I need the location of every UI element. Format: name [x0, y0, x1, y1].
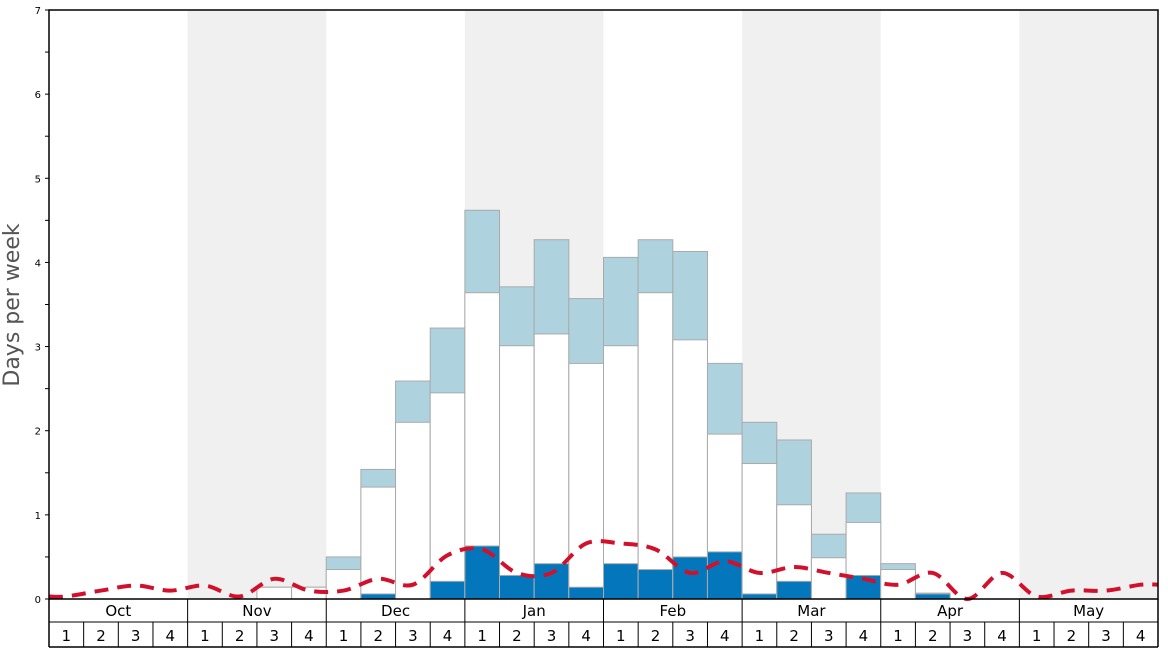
bar-dark-19	[706, 551, 743, 600]
week-label-21: 2	[789, 627, 799, 645]
week-label-11: 4	[443, 627, 453, 645]
week-label-4: 1	[200, 627, 210, 645]
y-tick-label-1: 1	[35, 511, 41, 522]
week-label-16: 1	[616, 627, 626, 645]
bar-dark-20	[741, 593, 778, 600]
month-label-oct: Oct	[105, 602, 131, 620]
y-tick-label-4: 4	[35, 258, 41, 269]
y-tick-label-7: 7	[35, 6, 41, 17]
bar-mid-17	[637, 292, 674, 600]
week-label-26: 3	[963, 627, 973, 645]
bar-mid-11	[429, 392, 466, 600]
bar-mid-13	[499, 345, 535, 600]
week-label-1: 2	[96, 627, 106, 645]
week-label-20: 1	[755, 627, 765, 645]
week-label-31: 4	[1136, 627, 1146, 645]
week-label-17: 2	[651, 627, 661, 645]
week-label-0: 1	[62, 627, 72, 645]
y-tick-label-0: 0	[35, 595, 41, 606]
bar-dark-16	[603, 563, 639, 600]
bars-layer	[256, 209, 951, 600]
bar-dark-21	[776, 580, 812, 600]
bar-mid-8	[325, 569, 362, 600]
month-label-dec: Dec	[381, 602, 410, 620]
week-label-25: 2	[928, 627, 938, 645]
week-label-5: 2	[235, 627, 245, 645]
bar-dark-11	[429, 580, 466, 600]
y-tick-label-5: 5	[35, 174, 41, 185]
month-shade-may	[1019, 10, 1158, 599]
month-label-nov: Nov	[242, 602, 271, 620]
bar-dark-25	[914, 593, 951, 600]
week-label-19: 4	[720, 627, 730, 645]
week-label-15: 4	[581, 627, 591, 645]
bar-dark-17	[637, 569, 674, 600]
bar-dark-14	[533, 563, 570, 600]
month-label-jan: Jan	[522, 602, 546, 620]
line-layer	[48, 539, 1159, 602]
week-label-9: 2	[373, 627, 383, 645]
bar-mid-10	[395, 421, 431, 600]
week-label-18: 3	[685, 627, 695, 645]
week-label-6: 3	[269, 627, 279, 645]
axes-layer: 0 1 2 3 4 5 6 7 Oct Nov Dec Jan Feb Mar Apr May 1 2 3 4 1 2 3 4…	[35, 6, 1159, 648]
average-dashed-line	[48, 539, 1159, 602]
week-label-23: 4	[859, 627, 869, 645]
week-label-7: 4	[304, 627, 314, 645]
bar-dark-15	[568, 586, 604, 600]
week-label-13: 2	[512, 627, 522, 645]
week-label-12: 1	[477, 627, 487, 645]
week-label-24: 1	[893, 627, 903, 645]
bar-mid-6	[256, 586, 293, 600]
bar-mid-15	[568, 362, 604, 600]
week-label-28: 1	[1032, 627, 1042, 645]
week-label-8: 1	[339, 627, 349, 645]
bar-mid-22	[810, 557, 847, 600]
bar-dark-9	[360, 593, 397, 600]
month-label-apr: Apr	[937, 602, 964, 620]
week-label-2: 3	[131, 627, 141, 645]
week-label-14: 3	[547, 627, 557, 645]
bar-mid-20	[741, 463, 778, 600]
month-shade-nov	[187, 10, 327, 599]
week-label-22: 3	[824, 627, 834, 645]
y-axis-label: Days per week	[0, 223, 25, 386]
bar-dark-18	[672, 556, 708, 600]
week-label-29: 2	[1067, 627, 1077, 645]
bar-mid-14	[533, 333, 570, 600]
month-label-mar: Mar	[797, 602, 826, 620]
y-tick-label-3: 3	[35, 343, 41, 354]
bar-dark-13	[499, 574, 535, 600]
week-label-27: 4	[997, 627, 1007, 645]
month-label-feb: Feb	[660, 602, 687, 620]
bar-mid-16	[603, 345, 639, 600]
week-label-30: 3	[1101, 627, 1111, 645]
month-label-may: May	[1073, 602, 1104, 620]
week-label-3: 4	[166, 627, 176, 645]
week-label-10: 3	[408, 627, 418, 645]
y-tick-label-2: 2	[35, 427, 41, 438]
y-tick-label-6: 6	[35, 90, 41, 101]
